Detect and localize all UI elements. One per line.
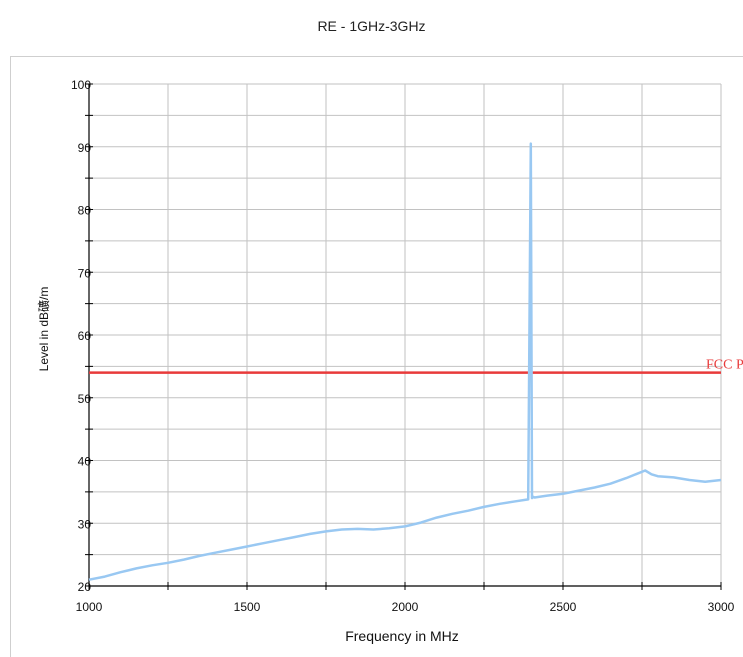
axes bbox=[85, 83, 722, 590]
y-tick-label: 20 bbox=[78, 580, 92, 594]
grid-lines bbox=[88, 83, 722, 587]
y-tick-label: 30 bbox=[78, 517, 92, 531]
y-tick-label: 50 bbox=[78, 392, 92, 406]
x-tick-label: 1000 bbox=[76, 600, 103, 614]
x-tick-label: 2000 bbox=[392, 600, 419, 614]
y-tick-label: 80 bbox=[78, 204, 92, 218]
x-tick-label: 2500 bbox=[550, 600, 577, 614]
y-tick-label: 60 bbox=[78, 329, 92, 343]
series-lines bbox=[88, 142, 722, 581]
plot-frame bbox=[10, 56, 743, 657]
x-tick-label: 3000 bbox=[708, 600, 735, 614]
y-tick-labels: 20 30 40 50 60 70 80 90 100 bbox=[71, 78, 91, 594]
limit-line-label: FCC Part 15 bbox=[706, 358, 743, 373]
y-tick-label: 100 bbox=[71, 78, 91, 92]
y-tick-label: 40 bbox=[78, 455, 92, 469]
chart-title: RE - 1GHz-3GHz bbox=[317, 18, 426, 34]
limit-lines: FCC Part 15 bbox=[89, 358, 743, 374]
x-tick-labels: 1000 1500 2000 2500 3000 bbox=[76, 600, 735, 614]
y-tick-label: 90 bbox=[78, 141, 92, 155]
y-tick-label: 70 bbox=[78, 266, 92, 280]
series-line bbox=[88, 142, 722, 581]
x-tick-label: 1500 bbox=[234, 600, 261, 614]
y-axis-label: Level in dB礦/m bbox=[36, 287, 51, 372]
x-axis-label: Frequency in MHz bbox=[345, 628, 459, 644]
